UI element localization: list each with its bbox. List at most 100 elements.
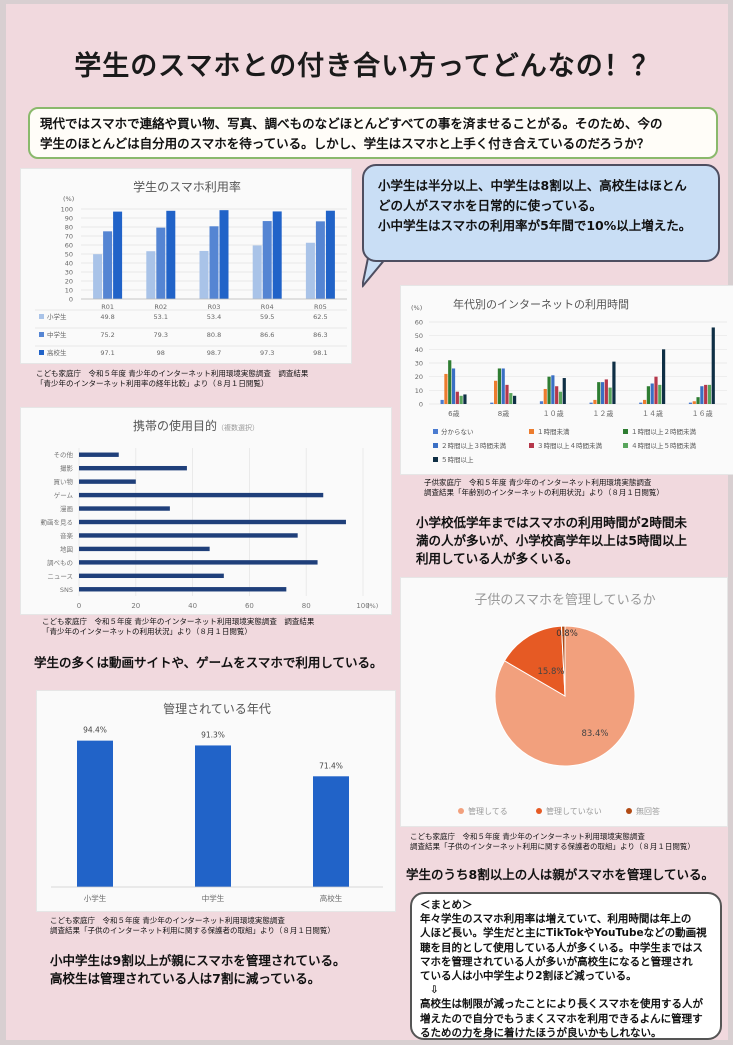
y-tick-label: 50 xyxy=(415,332,423,340)
y-axis-label: (%) xyxy=(63,195,74,203)
bar xyxy=(604,379,608,404)
legend-label: 中学生 xyxy=(47,330,67,339)
y-tick-label: 動画を見る xyxy=(41,518,74,527)
chart-title: 年代別のインターネットの利用時間 xyxy=(453,297,629,311)
table-cell: 98.7 xyxy=(207,349,221,357)
legend-swatch xyxy=(623,443,628,448)
chart-title: 携帯の使用目的 xyxy=(133,418,217,433)
y-tick-label: ゲーム xyxy=(54,491,74,500)
bar xyxy=(463,394,467,404)
legend-label: 小学生 xyxy=(47,312,67,321)
y-tick-label: 撮影 xyxy=(60,464,74,473)
legend-swatch xyxy=(626,808,632,814)
bar xyxy=(103,231,113,299)
x-tick-label: １４歳 xyxy=(642,409,663,418)
bar xyxy=(704,384,708,404)
bar xyxy=(494,380,498,404)
chart-title: 管理されている年代 xyxy=(163,701,271,716)
x-axis-label: (%) xyxy=(367,602,378,610)
legend-swatch xyxy=(529,429,534,434)
data-label: 91.3% xyxy=(201,730,225,739)
chart5-caption: こども家庭庁 令和５年度 青少年のインターネット利用環境実態調査 調査結果「子供… xyxy=(50,916,335,936)
legend-swatch xyxy=(39,350,44,355)
chart4-caption-line-1: こども家庭庁 令和５年度 青少年のインターネット利用環境実態調査 xyxy=(410,832,645,841)
chart3-caption-line-2: 「青少年のインターネットの利用状況」より（８月１日閲覧） xyxy=(42,627,252,636)
chart-title: 学生のスマホ利用率 xyxy=(133,179,241,194)
summary-box: ＜まとめ＞ 年々学生のスマホ利用率は増えていて、利用時間は年上の 人ほど長い。学… xyxy=(410,892,722,1040)
x-tick-label: １０歳 xyxy=(543,409,564,418)
chart1-caption: こども家庭庁 令和５年度 青少年のインターネット利用環境実態調査 調査結果 「青… xyxy=(36,369,308,389)
bar xyxy=(696,397,700,404)
chart-management-panel: 子供のスマホを管理しているか 83.4% 15.8% 0.8% 管理してる 管理していない… xyxy=(400,577,728,827)
page-title: 学生のスマホとの付き合い方ってどんなの！？ xyxy=(74,51,660,82)
bar xyxy=(543,388,547,404)
legend-swatch xyxy=(39,332,44,337)
table-cell: 86.6 xyxy=(260,331,274,339)
y-tick-label: 90 xyxy=(65,215,73,223)
bar xyxy=(79,519,346,525)
x-tick-label: 小学生 xyxy=(84,893,107,903)
x-tick-label: １６歳 xyxy=(692,409,713,418)
y-tick-label: 40 xyxy=(415,346,423,354)
bar xyxy=(562,378,566,404)
chart-subtitle: （複数選択） xyxy=(217,423,259,432)
legend-label: ４時間以上５時間未満 xyxy=(631,441,697,450)
bar xyxy=(315,221,325,299)
data-label: 94.4% xyxy=(83,726,107,735)
chart4-caption-line-2: 調査結果「子供のインターネット利用に関する保護者の取組」より（８月１日閲覧） xyxy=(410,842,695,851)
summary-line-5: ている人は小中学生より2割ほど減っている。 xyxy=(420,970,637,983)
legend-swatch xyxy=(623,429,628,434)
y-tick-label: 地図 xyxy=(60,544,73,553)
x-tick-label: 中学生 xyxy=(202,893,225,903)
table-cell: 62.5 xyxy=(313,313,327,321)
chart-management: 子供のスマホを管理しているか 83.4% 15.8% 0.8% 管理してる 管理していない… xyxy=(458,593,660,816)
bar xyxy=(195,745,231,887)
legend-label: ５時間以上 xyxy=(441,455,474,464)
y-tick-label: 音楽 xyxy=(60,531,74,540)
bar xyxy=(313,776,349,887)
chart-title: 子供のスマホを管理しているか xyxy=(474,593,655,608)
chart-purpose-panel: 携帯の使用目的 （複数選択） 0 20 40 60 80 100 (%) その他 撮影 買い物 ゲーム漫… xyxy=(20,407,392,615)
table-cell: 97.1 xyxy=(100,349,114,357)
legend-swatch xyxy=(433,429,438,434)
chart2-caption-line-1: 子供家庭庁 令和５年度 青少年のインターネット利用環境実態調査 xyxy=(424,478,652,487)
table-cell: 86.3 xyxy=(313,331,327,339)
chart5-caption-line-2: 調査結果「子供のインターネット利用に関する保護者の取組」より（８月１日閲覧） xyxy=(50,926,335,935)
bubble-line-2: どの人がスマホを日常的に使っている。 xyxy=(378,198,603,213)
bar xyxy=(272,211,282,299)
usage-rate-bubble: 小学生は半分以上、中学生は8割以上、高校生はほとん どの人がスマホを日常的に使っ… xyxy=(362,164,720,262)
y-tick-label: ニュース xyxy=(47,572,73,580)
bar xyxy=(654,376,658,404)
data-label: 83.4% xyxy=(581,729,608,739)
legend-label: 分からない xyxy=(441,427,474,436)
chart2-comment-line-2: 満の人が多いが、小学校高学年以上は5時間以上 xyxy=(416,533,687,548)
bar xyxy=(77,740,113,887)
x-tick-label: R04 xyxy=(261,303,274,311)
bar xyxy=(650,383,654,404)
chart1-caption-line-1: こども家庭庁 令和５年度 青少年のインターネット利用環境実態調査 調査結果 xyxy=(36,369,309,378)
summary-heading: ＜まとめ＞ xyxy=(420,899,473,911)
legend-label: ２時間以上３時間未満 xyxy=(441,441,507,450)
chart1-caption-line-2: 「青少年のインターネット利用率の経年比較」より（８月１日閲覧） xyxy=(36,379,269,388)
bar xyxy=(688,402,693,404)
chart-purpose: 携帯の使用目的 （複数選択） 0 20 40 60 80 100(%) その他撮影買い物ゲーム漫… xyxy=(41,418,379,610)
bar xyxy=(547,376,551,404)
y-tick-label: 漫画 xyxy=(60,504,73,513)
x-tick-label: 高校生 xyxy=(320,893,343,903)
bar xyxy=(79,479,136,484)
chart2-comment-line-1: 小学校低学年まではスマホの利用時間が2時間未 xyxy=(416,515,687,530)
table-cell: 53.1 xyxy=(154,313,168,321)
bubble-line-1: 小学生は半分以上、中学生は8割以上、高校生はほとん xyxy=(378,178,687,193)
bar xyxy=(79,546,210,552)
bar xyxy=(700,386,704,404)
bar xyxy=(509,393,513,404)
bar xyxy=(305,242,315,299)
y-tick-label: 30 xyxy=(415,360,423,368)
bar xyxy=(440,399,444,404)
x-tick-label: 6歳 xyxy=(448,409,459,418)
chart2-caption: 子供家庭庁 令和５年度 青少年のインターネット利用環境実態調査 調査結果「年齢別… xyxy=(424,478,664,498)
y-tick-label: 10 xyxy=(65,287,73,295)
x-tick-label: R01 xyxy=(101,303,114,311)
legend-swatch xyxy=(458,808,464,814)
